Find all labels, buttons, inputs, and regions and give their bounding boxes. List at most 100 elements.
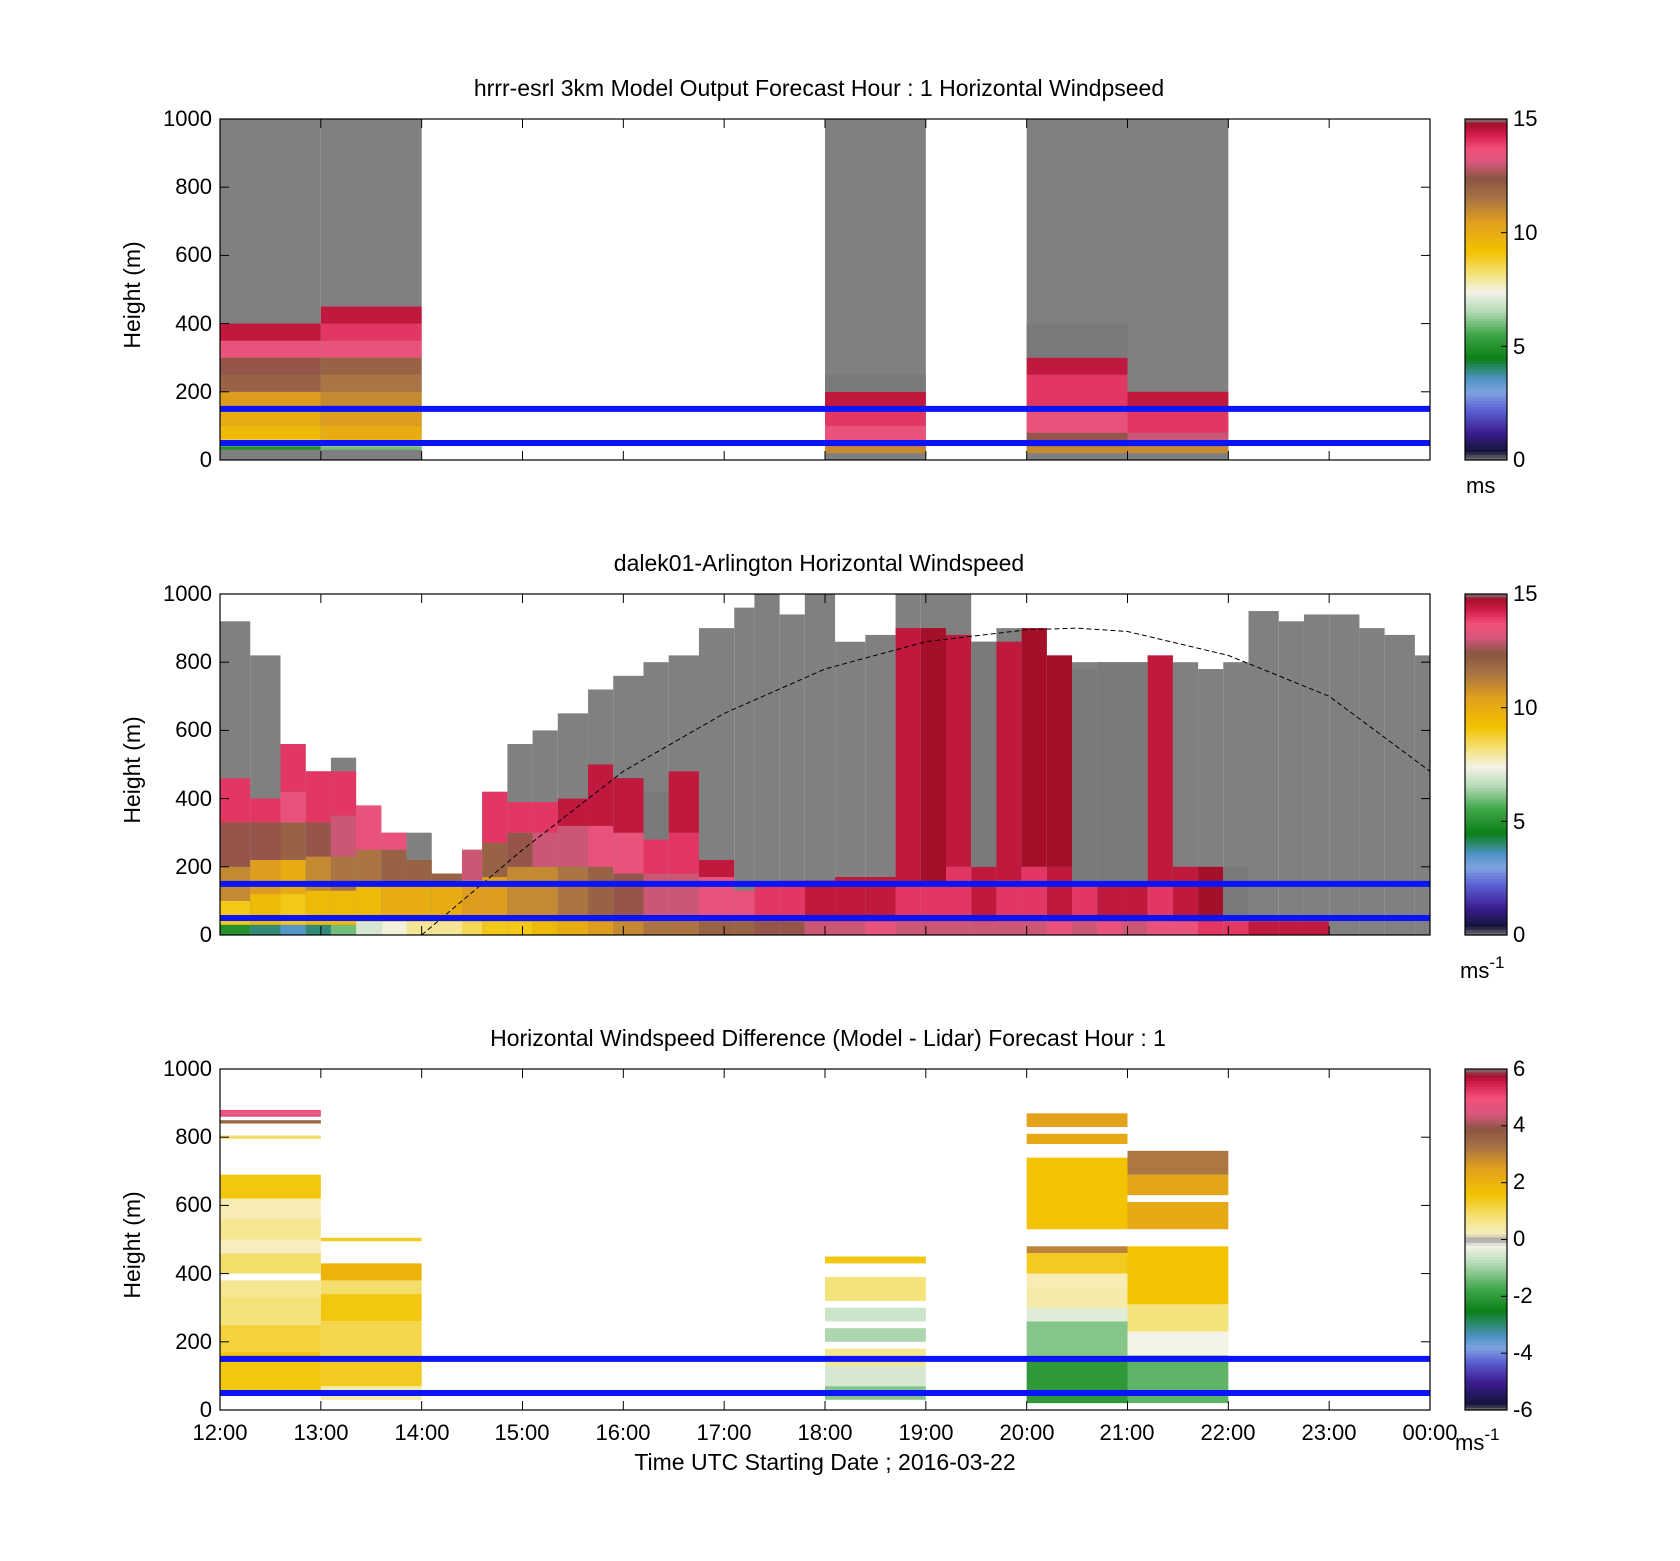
colorbar-swatch <box>1465 741 1507 746</box>
colorbar-swatch <box>1465 406 1507 410</box>
no-data-column <box>1278 621 1304 935</box>
colorbar-swatch <box>1465 360 1507 364</box>
colorbar-swatch <box>1465 903 1507 908</box>
colorbar-swatch <box>1465 306 1507 310</box>
colorbar-tick-label: 2 <box>1513 1169 1525 1194</box>
heatmap-band <box>507 802 533 833</box>
no-data-column <box>1329 614 1360 935</box>
chart-title: dalek01-Arlington Horizontal Windspeed <box>614 550 1024 576</box>
heatmap-band <box>1026 1113 1128 1127</box>
heatmap-band <box>220 1120 321 1124</box>
colorbar-swatch <box>1465 371 1507 376</box>
colorbar-swatch <box>1465 1213 1507 1218</box>
colorbar-swatch <box>1465 1111 1507 1116</box>
colorbar-swatch <box>1465 662 1507 666</box>
heatmap-band <box>1026 1287 1128 1308</box>
colorbar-swatch <box>1465 366 1507 370</box>
colorbar-swatch <box>1465 178 1507 183</box>
colorbar-swatch <box>1465 170 1507 174</box>
colorbar-swatch <box>1465 1120 1507 1124</box>
panel-difference: Horizontal Windspeed Difference (Model -… <box>119 1025 1533 1475</box>
colorbar-swatch <box>1465 1182 1507 1187</box>
heatmap-band <box>220 822 251 867</box>
heatmap-band <box>220 446 321 450</box>
x-tick-label: 23:00 <box>1301 1420 1356 1445</box>
colorbar-swatch <box>1465 650 1507 655</box>
colorbar-swatch <box>1465 1367 1507 1371</box>
colorbar-swatch <box>1465 932 1507 936</box>
colorbar-swatch <box>1465 224 1507 228</box>
heatmap-band <box>668 873 699 922</box>
colorbar-swatch <box>1465 1071 1507 1076</box>
heatmap-band <box>1127 1331 1229 1356</box>
heatmap-band <box>220 1109 321 1114</box>
heatmap-band <box>1127 446 1229 454</box>
colorbar-tick-label: 15 <box>1513 581 1537 606</box>
heatmap-band <box>320 1263 422 1281</box>
heatmap-band <box>643 839 669 874</box>
y-tick-label: 0 <box>200 922 212 947</box>
colorbar-swatch <box>1465 622 1507 626</box>
colorbar-swatch <box>1465 1222 1507 1226</box>
colorbar-swatch <box>1465 454 1507 458</box>
colorbar-swatch <box>1465 138 1507 143</box>
heatmap-band <box>1026 1157 1128 1230</box>
colorbar-swatch <box>1465 1390 1507 1394</box>
colorbar-unit: ms <box>1466 473 1495 498</box>
heatmap-band <box>825 1328 926 1342</box>
colorbar-swatch <box>1465 130 1507 134</box>
heatmap-band <box>1026 1253 1128 1274</box>
colorbar-swatch <box>1465 352 1507 356</box>
colorbar-swatch <box>1465 770 1507 774</box>
colorbar-swatch <box>1465 1364 1507 1368</box>
colorbar-swatch <box>1465 778 1507 783</box>
colorbar-swatch <box>1465 1401 1507 1405</box>
x-tick-label: 13:00 <box>293 1420 348 1445</box>
colorbar-swatch <box>1465 1256 1507 1260</box>
colorbar-swatch <box>1465 1395 1507 1400</box>
colorbar-swatch <box>1465 1324 1507 1329</box>
colorbar-swatch <box>1465 761 1507 766</box>
colorbar-swatch <box>1465 192 1507 197</box>
colorbar-tick-label: 5 <box>1513 809 1525 834</box>
colorbar-swatch <box>1465 141 1507 146</box>
heatmap-band <box>613 921 644 935</box>
colorbar-swatch <box>1465 900 1507 905</box>
colorbar-tick-label: -2 <box>1513 1283 1533 1308</box>
heatmap-band <box>220 425 321 440</box>
colorbar-swatch <box>1465 451 1507 455</box>
x-tick-label: 19:00 <box>898 1420 953 1445</box>
colorbar-swatch <box>1465 1253 1507 1258</box>
colorbar-swatch <box>1465 738 1507 743</box>
colorbar-swatch <box>1465 605 1507 609</box>
colorbar-frame <box>1464 593 1508 936</box>
panel-model-windspeed: hrrr-esrl 3km Model Output Forecast Hour… <box>119 75 1537 498</box>
reference-lines <box>220 627 1431 936</box>
heatmap-band <box>320 306 422 324</box>
heatmap-band <box>698 921 735 935</box>
heatmap-band <box>1046 921 1073 935</box>
heatmap-band <box>305 924 331 935</box>
colorbar-swatch <box>1465 397 1507 401</box>
colorbar-swatch <box>1465 1270 1507 1275</box>
x-tick-label: 21:00 <box>1099 1420 1154 1445</box>
heatmap-band <box>320 425 422 440</box>
colorbar-frame <box>1464 118 1508 461</box>
colorbar-swatch <box>1465 445 1507 450</box>
colorbar-swatch <box>1465 229 1507 234</box>
heatmap-band <box>507 832 533 867</box>
colorbar-swatch <box>1465 408 1507 413</box>
heatmap-band <box>920 921 946 935</box>
colorbar-swatch <box>1465 1262 1507 1266</box>
colorbar-swatch <box>1465 303 1507 308</box>
heatmap-band <box>250 822 281 860</box>
colorbar-swatch <box>1465 289 1507 293</box>
panel-lidar-windspeed: dalek01-Arlington Horizontal Windspeed H… <box>119 550 1537 983</box>
colorbar-swatch <box>1465 457 1507 461</box>
colorbar-swatch <box>1465 895 1507 899</box>
colorbar-swatch <box>1465 1128 1507 1133</box>
heatmap-band <box>825 446 926 454</box>
colorbar-swatch <box>1465 679 1507 683</box>
colorbar-swatch <box>1465 1361 1507 1366</box>
colorbar-frame <box>1464 1068 1508 1411</box>
